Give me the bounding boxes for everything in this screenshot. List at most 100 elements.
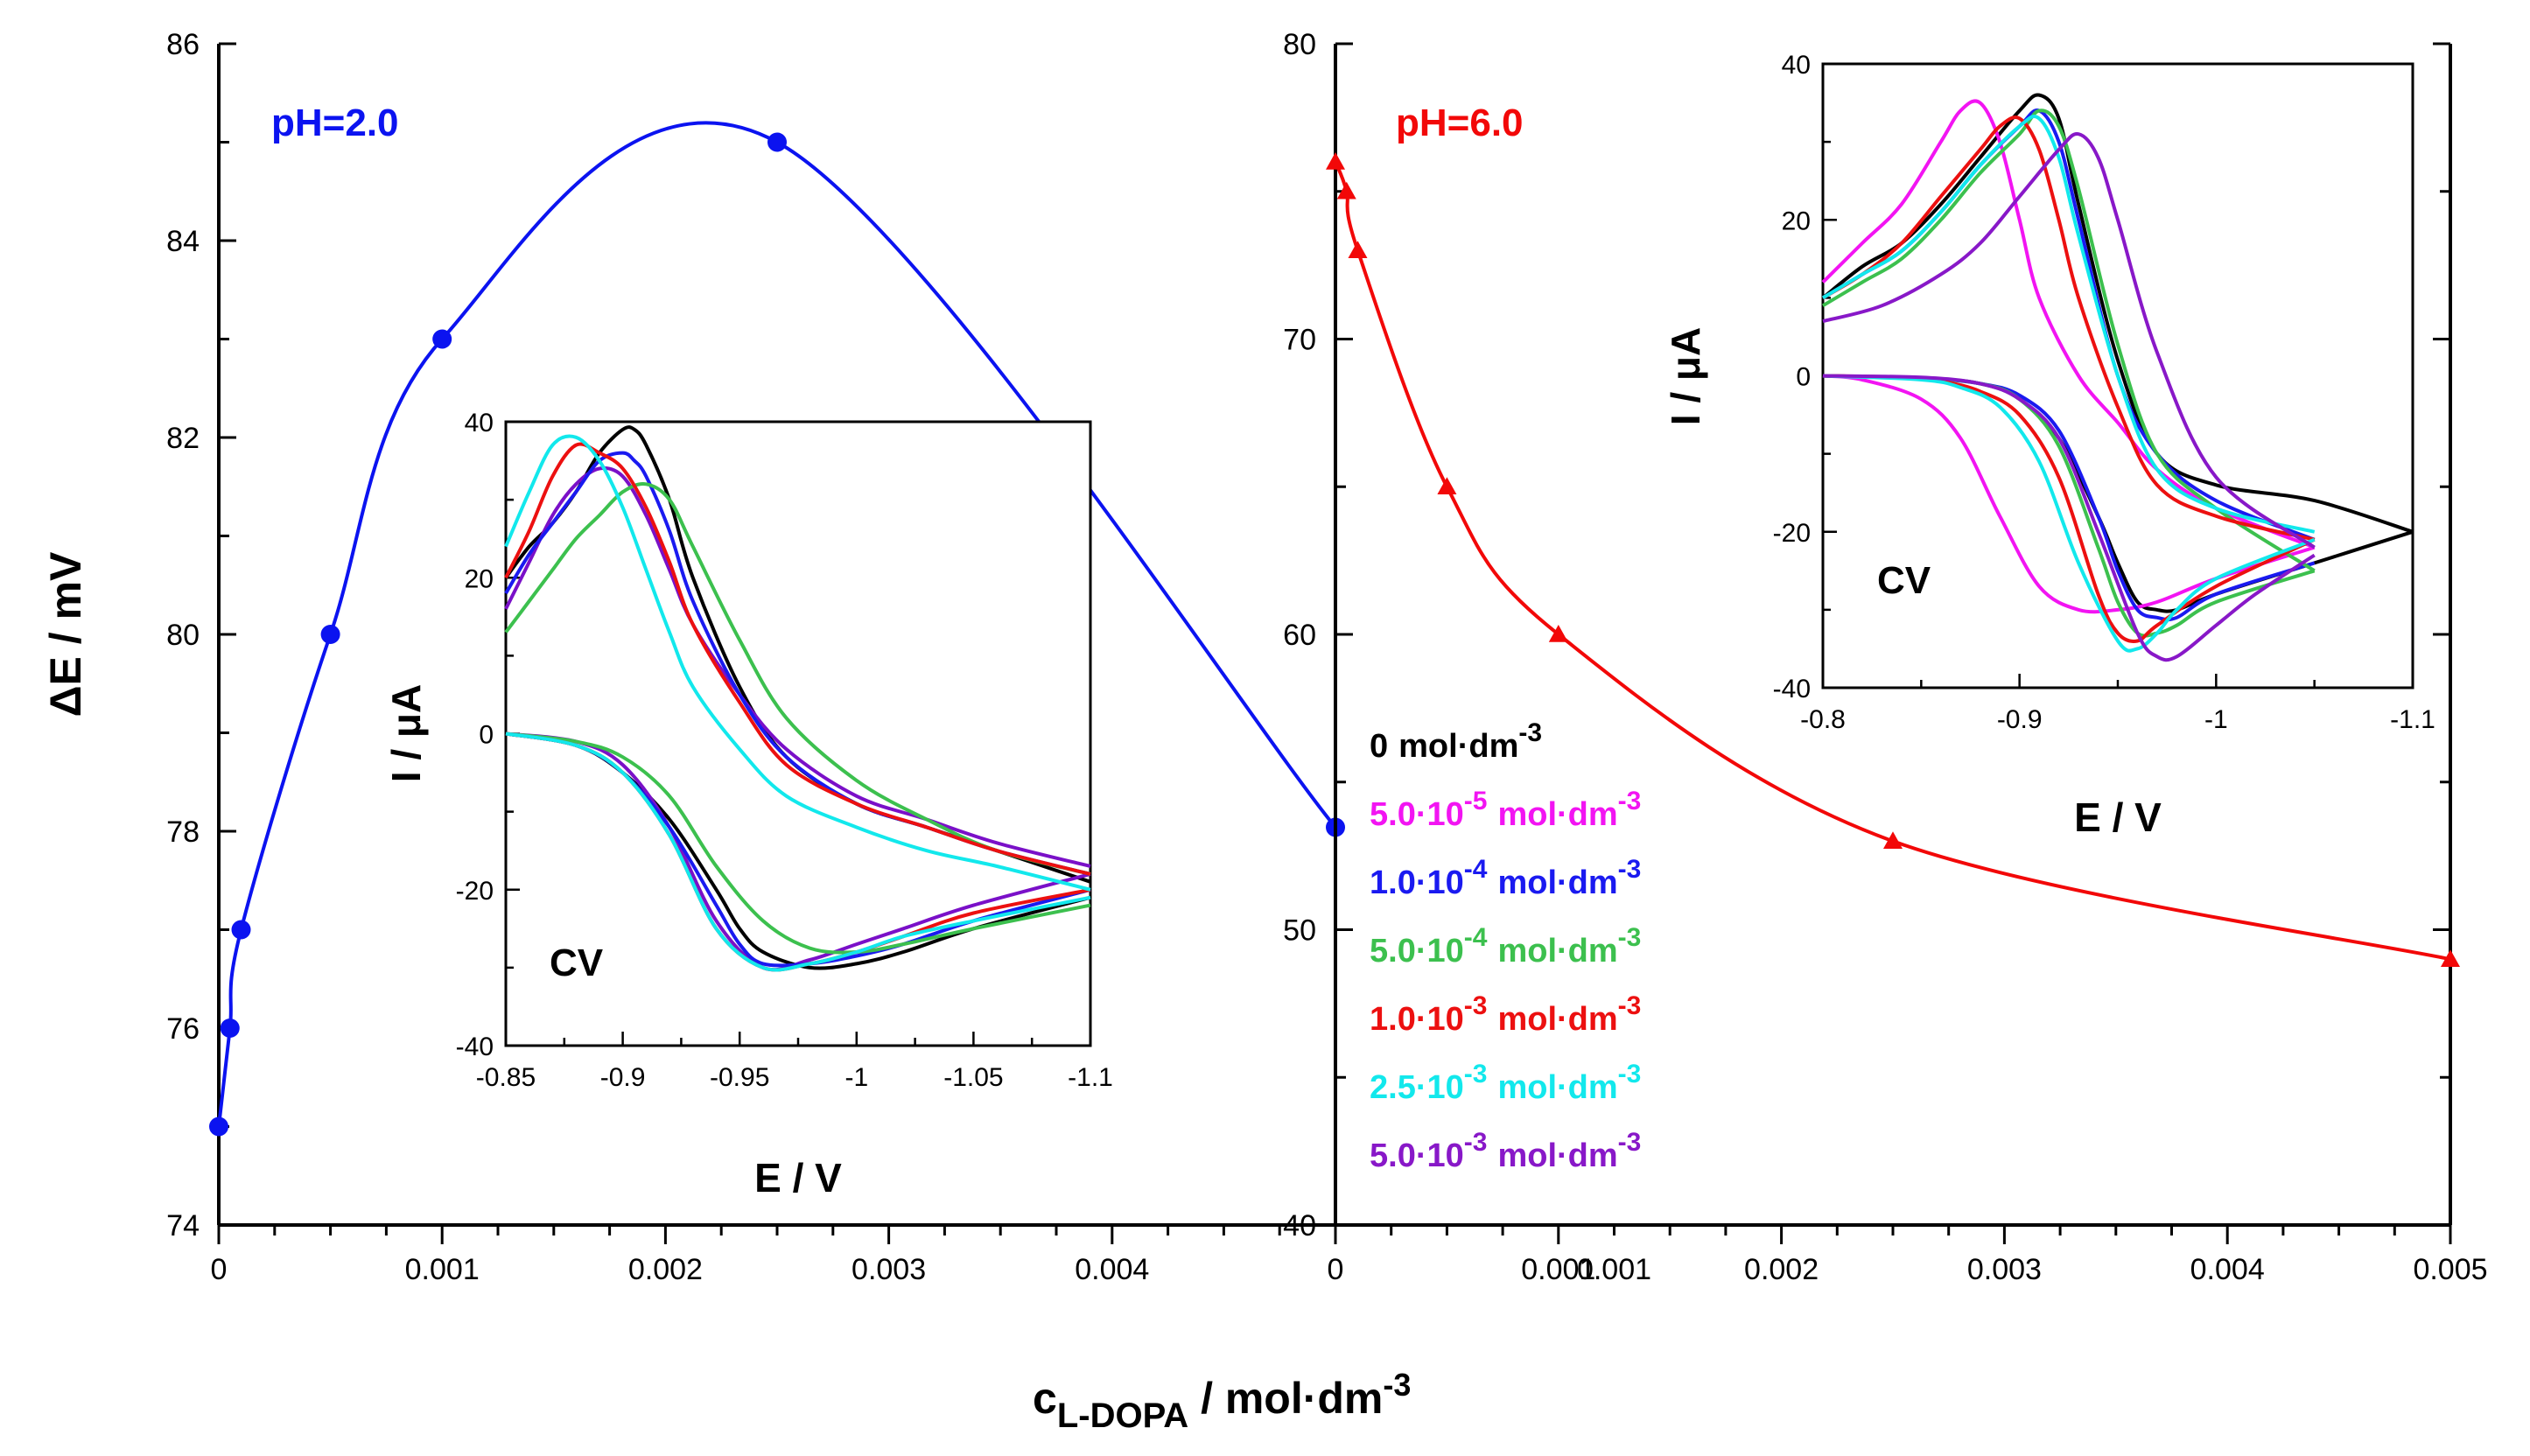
left-main-plot: 0 0.001 0.002 0.003 0.004 74 76 78 80 82 84 86 pH=2… <box>41 28 1345 1286</box>
left-main-y-title: ΔE / mV <box>41 551 90 717</box>
li-x-tick-label: -0.85 <box>476 1063 536 1092</box>
left-main-x-tick-label: 0.002 <box>628 1253 703 1286</box>
legend-exponent: -3 <box>1464 1060 1488 1088</box>
legend-unit-exponent: -3 <box>1618 787 1642 816</box>
legend-unit: mol·dm <box>1497 1001 1617 1038</box>
left-inset-title: CV <box>550 942 604 984</box>
legend-entry: 0 mol·dm-3 <box>1370 718 1542 765</box>
right-inset-ticks: -0.8 -0.9 -1 -1.1 -40 -20 0 20 40 <box>1773 51 2435 734</box>
li-x-tick-label: -1 <box>845 1063 868 1092</box>
ri-series-curve <box>1822 132 2316 550</box>
li-y-tick-label: 40 <box>465 409 494 438</box>
legend-exponent: -4 <box>1464 855 1488 884</box>
left-main-x-tick-label: 0.003 <box>852 1253 926 1286</box>
right-main-y-tick-label: 70 <box>1283 324 1316 357</box>
left-inset-series <box>504 425 1091 972</box>
right-main-points <box>1326 152 2460 968</box>
legend-entry: 2.5·10-3 mol·dm-3 <box>1370 1060 1641 1106</box>
ri-series-curve <box>1821 115 2316 534</box>
ri-y-tick-label: 20 <box>1782 206 1811 235</box>
legend-unit-exponent: -3 <box>1618 855 1642 884</box>
left-main-y-tick-label: 74 <box>166 1209 200 1242</box>
right-main-y-tick-label: 40 <box>1283 1209 1316 1242</box>
left-main-points <box>209 132 1345 1137</box>
right-main-x-tick-label: 0.005 <box>2413 1253 2487 1286</box>
right-main-point <box>1326 152 1345 170</box>
legend-unit: mol·dm <box>1497 933 1617 970</box>
ri-y-tick-label: 0 <box>1796 363 1811 392</box>
right-inset-x-title: E / V <box>2074 794 2162 840</box>
right-main-point <box>1883 831 1903 850</box>
right-inset-plot: -0.8 -0.9 -1 -1.1 -40 -20 0 20 40 CV E / V I / μ… <box>1663 51 2435 840</box>
li-y-tick-label: -20 <box>456 877 494 906</box>
left-main-x-tick-label: 0.001 <box>405 1253 480 1286</box>
ri-series-curve <box>1821 116 2316 542</box>
right-main-x-tick-label: 0.002 <box>1744 1253 1819 1286</box>
legend-mantissa: 2.5·10 <box>1370 1069 1464 1106</box>
li-y-tick-label: 0 <box>479 721 494 750</box>
left-main-y-tick-label: 82 <box>166 422 200 455</box>
legend-unit-exponent: -3 <box>1518 718 1542 747</box>
legend-exponent: -3 <box>1464 1128 1488 1157</box>
right-main-x-tick-label: 0.003 <box>1967 1253 2042 1286</box>
left-inset-frame <box>504 420 1092 1047</box>
ri-y-tick-label: -40 <box>1773 675 1811 704</box>
right-main-y-tick-label: 50 <box>1283 914 1316 948</box>
legend-entry: 5.0·10-4 mol·dm-3 <box>1370 923 1641 970</box>
legend-unit-exponent: -3 <box>1618 1128 1642 1157</box>
legend-exponent: -4 <box>1464 923 1488 952</box>
legend-exponent: -3 <box>1464 991 1488 1020</box>
right-main-point <box>1437 477 1457 495</box>
legend-unit-exponent: -3 <box>1618 991 1642 1020</box>
left-main-y-tick-label: 84 <box>166 225 200 258</box>
li-x-tick-label: -0.95 <box>710 1063 769 1092</box>
legend-mantissa: 1.0·10 <box>1370 1001 1464 1038</box>
ri-x-tick-label: -0.8 <box>1800 705 1846 734</box>
left-main-y-tick-label: 86 <box>166 28 200 61</box>
ri-series-curve <box>1822 374 2316 653</box>
left-main-series-line <box>217 121 1337 1127</box>
legend-unit: mol·dm <box>1398 728 1518 765</box>
legend-unit: mol·dm <box>1497 864 1617 901</box>
legend-unit: mol·dm <box>1497 1138 1617 1174</box>
right-main-x-tick-label: 0.004 <box>2190 1253 2265 1286</box>
ri-series-curve <box>1822 374 2316 614</box>
legend-mantissa: 5.0·10 <box>1370 933 1464 970</box>
left-main-point <box>220 1018 240 1038</box>
x-title-tail: / mol·dm <box>1188 1374 1383 1423</box>
right-main-series-line <box>1334 161 2451 962</box>
li-series-curve <box>504 482 1091 876</box>
x-title-sup: -3 <box>1383 1367 1411 1403</box>
right-main-point <box>1548 625 1568 642</box>
ri-series-curve <box>1822 374 2316 662</box>
x-title-sub: L-DOPA <box>1057 1396 1188 1435</box>
legend-entry: 5.0·10-3 mol·dm-3 <box>1370 1128 1641 1174</box>
right-inset-y-title: I / μA <box>1663 327 1708 425</box>
li-y-tick-label: 20 <box>465 564 494 593</box>
legend: 0 mol·dm-35.0·10-5 mol·dm-31.0·10-4 mol·dm-… <box>1370 718 1641 1174</box>
left-main-x-tick-label: 0 <box>211 1253 228 1286</box>
legend-mantissa: 1.0·10 <box>1370 864 1464 901</box>
left-main-point <box>432 329 452 349</box>
legend-mantissa: 0 <box>1370 728 1388 765</box>
left-main-point <box>209 1116 228 1137</box>
left-annotation: pH=2.0 <box>271 102 399 144</box>
legend-entry: 1.0·10-4 mol·dm-3 <box>1370 855 1641 901</box>
legend-entry: 1.0·10-3 mol·dm-3 <box>1370 991 1641 1038</box>
legend-unit-exponent: -3 <box>1618 1060 1642 1088</box>
x-title-main: c <box>1033 1374 1057 1423</box>
legend-exponent: -5 <box>1464 787 1488 816</box>
ri-x-tick-label: -1.1 <box>2390 705 2435 734</box>
right-main-point <box>1348 241 1368 259</box>
left-inset-y-title: I / μA <box>383 684 429 782</box>
left-main-point <box>767 132 787 152</box>
right-main-point <box>2441 949 2460 968</box>
right-main-x-tick-label: 0.001 <box>1521 1253 1595 1286</box>
legend-mantissa: 5.0·10 <box>1370 796 1464 833</box>
li-series-curve <box>504 442 1091 876</box>
li-series-curve <box>505 732 1091 955</box>
right-inset-series <box>1821 93 2414 662</box>
